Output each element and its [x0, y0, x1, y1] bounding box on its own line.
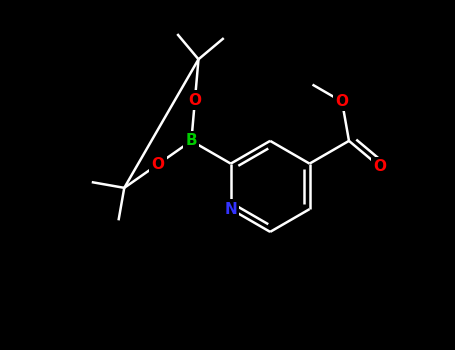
Text: O: O: [188, 93, 202, 107]
Text: O: O: [152, 157, 164, 172]
Text: O: O: [373, 159, 386, 174]
Text: N: N: [224, 202, 237, 217]
Text: O: O: [335, 94, 349, 109]
Text: B: B: [186, 133, 197, 148]
